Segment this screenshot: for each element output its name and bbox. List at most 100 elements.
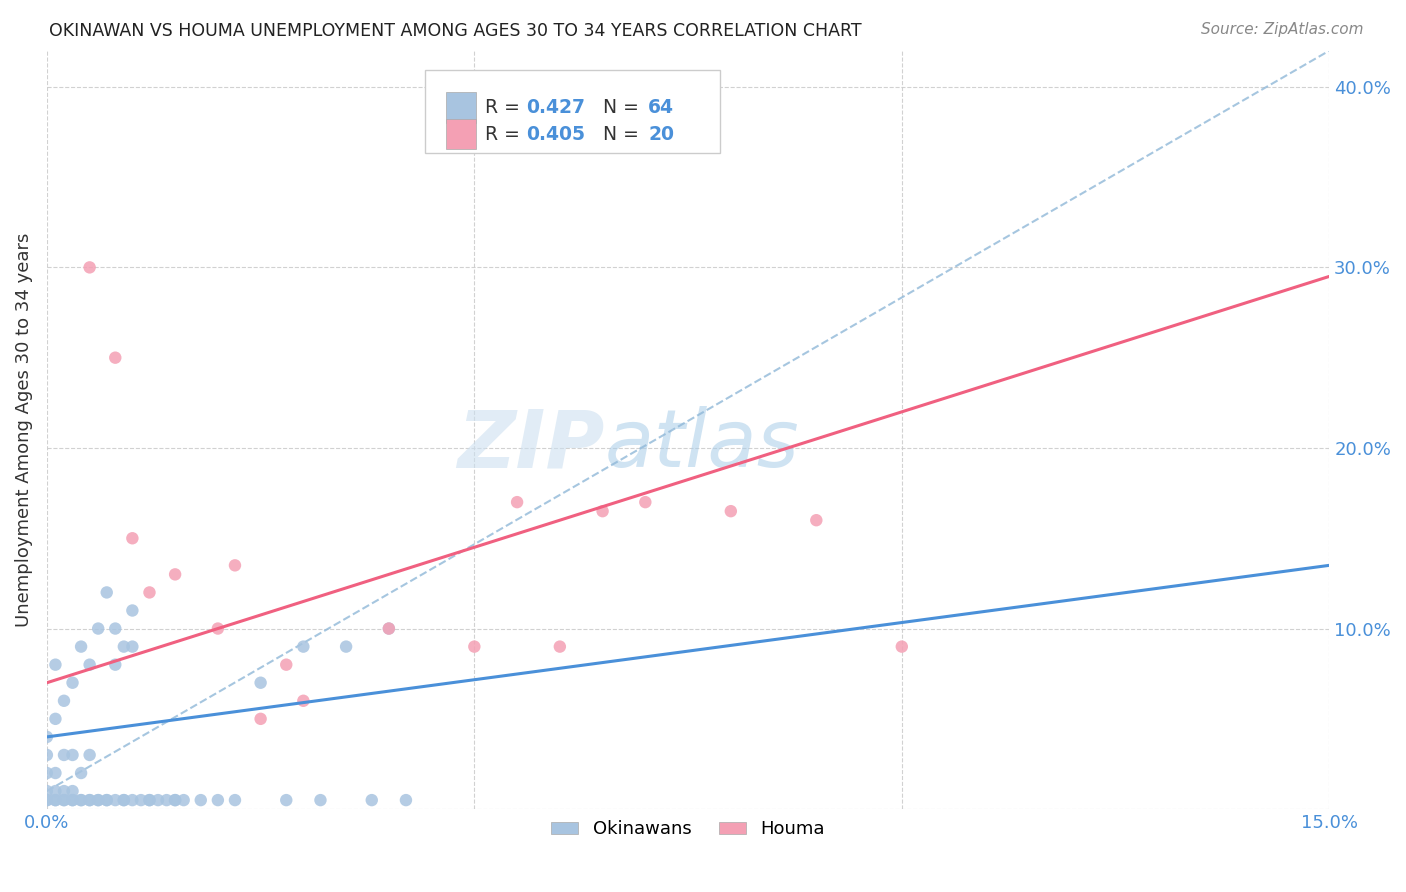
Point (309, 793, 332, 807)
Point (70, 766, 93, 780)
Point (121, 603, 143, 617)
Point (104, 657, 127, 672)
Point (87, 622, 110, 636)
Point (173, 793, 195, 807)
Point (87, 793, 110, 807)
Point (112, 793, 135, 807)
Point (35, 747, 58, 762)
Point (70, 793, 93, 807)
Point (207, 793, 229, 807)
Point (112, 793, 135, 807)
Point (53, 747, 76, 762)
Point (121, 531, 143, 545)
Point (138, 793, 160, 807)
Point (70, 793, 93, 807)
Point (292, 694, 315, 708)
Point (155, 793, 177, 807)
Point (35, 730, 58, 744)
Point (44, 793, 66, 807)
Point (378, 622, 401, 636)
Point (44, 784, 66, 798)
Point (890, 640, 912, 654)
Point (112, 640, 135, 654)
Text: 0.427: 0.427 (526, 98, 585, 117)
Point (276, 657, 298, 672)
Point (62, 793, 84, 807)
Point (592, 504, 614, 518)
Point (224, 558, 246, 573)
Point (806, 513, 828, 527)
Point (165, 793, 187, 807)
Text: 20: 20 (648, 125, 675, 144)
Point (62, 675, 84, 690)
Point (79, 260, 101, 275)
Point (165, 793, 187, 807)
Point (87, 793, 110, 807)
Point (146, 793, 169, 807)
Point (53, 793, 76, 807)
Point (44, 657, 66, 672)
Text: 0.405: 0.405 (526, 125, 585, 144)
Text: N =: N = (591, 125, 644, 144)
Point (62, 784, 84, 798)
Point (360, 793, 382, 807)
Legend: Okinawans, Houma: Okinawans, Houma (544, 814, 832, 846)
Point (548, 640, 571, 654)
Point (53, 793, 76, 807)
Point (335, 640, 357, 654)
Point (190, 793, 212, 807)
Point (378, 622, 401, 636)
Point (506, 495, 529, 509)
FancyBboxPatch shape (446, 93, 477, 123)
Point (35, 793, 58, 807)
Point (165, 567, 187, 582)
Point (35, 793, 58, 807)
Point (35, 766, 58, 780)
Point (44, 766, 66, 780)
Point (129, 793, 152, 807)
Point (70, 640, 93, 654)
Point (96, 793, 118, 807)
Point (79, 747, 101, 762)
Text: ZIP: ZIP (457, 406, 605, 484)
Point (138, 793, 160, 807)
Point (35, 784, 58, 798)
Point (249, 675, 271, 690)
Point (53, 784, 76, 798)
Point (96, 793, 118, 807)
Point (62, 793, 84, 807)
Point (79, 793, 101, 807)
Point (463, 640, 485, 654)
Text: Source: ZipAtlas.com: Source: ZipAtlas.com (1201, 22, 1364, 37)
Point (62, 747, 84, 762)
Y-axis label: Unemployment Among Ages 30 to 34 years: Unemployment Among Ages 30 to 34 years (15, 233, 32, 627)
Point (104, 622, 127, 636)
Text: N =: N = (591, 98, 644, 117)
Point (634, 495, 657, 509)
Point (121, 793, 143, 807)
Text: OKINAWAN VS HOUMA UNEMPLOYMENT AMONG AGES 30 TO 34 YEARS CORRELATION CHART: OKINAWAN VS HOUMA UNEMPLOYMENT AMONG AGE… (49, 22, 862, 40)
Text: 64: 64 (648, 98, 675, 117)
Point (224, 793, 246, 807)
Text: atlas: atlas (605, 406, 800, 484)
Point (53, 694, 76, 708)
Point (463, 116, 485, 130)
Point (44, 793, 66, 807)
Point (79, 793, 101, 807)
Point (207, 622, 229, 636)
Point (104, 351, 127, 365)
FancyBboxPatch shape (425, 70, 720, 153)
Point (138, 585, 160, 599)
Point (121, 640, 143, 654)
Point (44, 712, 66, 726)
Point (395, 793, 418, 807)
Point (276, 793, 298, 807)
FancyBboxPatch shape (446, 119, 477, 149)
Point (292, 640, 315, 654)
Text: R =: R = (485, 125, 526, 144)
Point (720, 504, 742, 518)
Point (104, 793, 127, 807)
Text: R =: R = (485, 98, 526, 117)
Point (79, 657, 101, 672)
Point (96, 585, 118, 599)
